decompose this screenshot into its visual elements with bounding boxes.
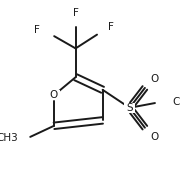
- Text: Cl: Cl: [173, 97, 180, 107]
- FancyBboxPatch shape: [70, 13, 81, 23]
- Text: O: O: [151, 74, 159, 84]
- FancyBboxPatch shape: [28, 26, 40, 35]
- FancyBboxPatch shape: [48, 90, 60, 100]
- Text: CH3: CH3: [0, 133, 18, 143]
- FancyBboxPatch shape: [149, 74, 161, 84]
- Text: O: O: [50, 90, 58, 100]
- FancyBboxPatch shape: [124, 103, 135, 113]
- FancyBboxPatch shape: [108, 22, 119, 32]
- Text: S: S: [126, 103, 133, 113]
- FancyBboxPatch shape: [0, 133, 18, 143]
- Text: F: F: [73, 8, 78, 18]
- FancyBboxPatch shape: [149, 132, 161, 142]
- Text: O: O: [151, 132, 159, 142]
- Text: F: F: [34, 25, 40, 35]
- Text: F: F: [108, 22, 114, 32]
- FancyBboxPatch shape: [173, 98, 180, 107]
